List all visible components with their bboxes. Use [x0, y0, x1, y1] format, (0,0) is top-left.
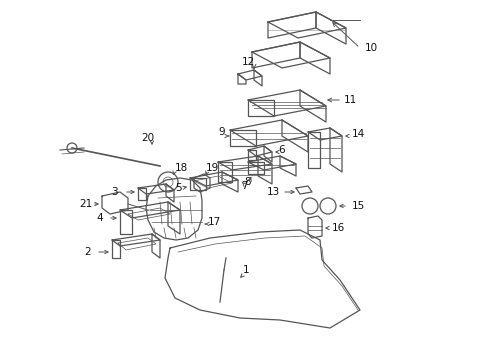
Text: 21: 21	[79, 199, 92, 209]
Text: 3: 3	[110, 187, 117, 197]
Text: 2: 2	[84, 247, 91, 257]
Text: 12: 12	[241, 57, 254, 67]
Text: 15: 15	[351, 201, 365, 211]
Text: 1: 1	[242, 265, 249, 275]
Text: 7: 7	[240, 181, 247, 191]
Text: 17: 17	[207, 217, 221, 227]
Text: 11: 11	[343, 95, 357, 105]
Text: 16: 16	[331, 223, 345, 233]
Text: 6: 6	[278, 145, 285, 155]
Text: 9: 9	[218, 127, 225, 137]
Text: 20: 20	[141, 133, 154, 143]
Text: 19: 19	[205, 163, 219, 173]
Text: 4: 4	[97, 213, 103, 223]
Text: 10: 10	[364, 43, 377, 53]
Text: 8: 8	[244, 177, 251, 187]
Text: 5: 5	[174, 183, 181, 193]
Text: 18: 18	[175, 163, 188, 173]
Text: 14: 14	[351, 129, 365, 139]
Text: 13: 13	[266, 187, 280, 197]
